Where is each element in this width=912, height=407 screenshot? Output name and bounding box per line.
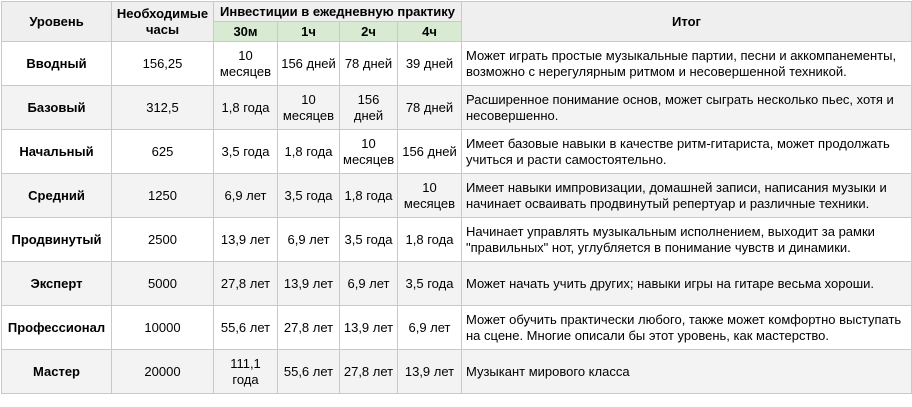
header-2h: 2ч bbox=[339, 21, 398, 42]
header-level: Уровень bbox=[1, 1, 112, 42]
hours-cell: 20000 bbox=[111, 349, 214, 394]
hours-cell: 5000 bbox=[111, 261, 214, 306]
result-cell: Может начать учить других; навыки игры н… bbox=[461, 261, 912, 306]
table-row: Базовый 312,5 1,8 года 10 месяцев 156 дн… bbox=[1, 85, 912, 130]
duration-1h-cell: 1,8 года bbox=[277, 129, 340, 174]
header-30m: 30м bbox=[213, 21, 278, 42]
duration-4h-cell: 13,9 лет bbox=[397, 349, 462, 394]
duration-4h-cell: 156 дней bbox=[397, 129, 462, 174]
duration-30m-cell: 13,9 лет bbox=[213, 217, 278, 262]
level-cell: Мастер bbox=[1, 349, 112, 394]
result-cell: Расширенное понимание основ, может сыгра… bbox=[461, 85, 912, 130]
level-cell: Продвинутый bbox=[1, 217, 112, 262]
duration-30m-cell: 1,8 года bbox=[213, 85, 278, 130]
duration-4h-cell: 1,8 года bbox=[397, 217, 462, 262]
duration-30m-cell: 55,6 лет bbox=[213, 305, 278, 350]
duration-30m-cell: 6,9 лет bbox=[213, 173, 278, 218]
table-row: Начальный 625 3,5 года 1,8 года 10 месяц… bbox=[1, 129, 912, 174]
duration-4h-cell: 39 дней bbox=[397, 41, 462, 86]
table-row: Эксперт 5000 27,8 лет 13,9 лет 6,9 лет 3… bbox=[1, 261, 912, 306]
duration-1h-cell: 10 месяцев bbox=[277, 85, 340, 130]
duration-4h-cell: 3,5 года bbox=[397, 261, 462, 306]
duration-2h-cell: 13,9 лет bbox=[339, 305, 398, 350]
result-cell: Начинает управлять музыкальным исполнени… bbox=[461, 217, 912, 262]
hours-cell: 1250 bbox=[111, 173, 214, 218]
duration-30m-cell: 10 месяцев bbox=[213, 41, 278, 86]
level-cell: Начальный bbox=[1, 129, 112, 174]
hours-cell: 156,25 bbox=[111, 41, 214, 86]
hours-cell: 312,5 bbox=[111, 85, 214, 130]
duration-1h-cell: 13,9 лет bbox=[277, 261, 340, 306]
duration-30m-cell: 111,1 года bbox=[213, 349, 278, 394]
duration-4h-cell: 6,9 лет bbox=[397, 305, 462, 350]
header-result: Итог bbox=[461, 1, 912, 42]
level-cell: Средний bbox=[1, 173, 112, 218]
result-cell: Имеет навыки импровизации, домашней запи… bbox=[461, 173, 912, 218]
result-cell: Может играть простые музыкальные партии,… bbox=[461, 41, 912, 86]
hours-cell: 10000 bbox=[111, 305, 214, 350]
duration-4h-cell: 10 месяцев bbox=[397, 173, 462, 218]
hours-cell: 2500 bbox=[111, 217, 214, 262]
result-cell: Имеет базовые навыки в качестве ритм-гит… bbox=[461, 129, 912, 174]
level-cell: Вводный bbox=[1, 41, 112, 86]
level-cell: Базовый bbox=[1, 85, 112, 130]
levels-table: Уровень Необходимые часы Инвестиции в еж… bbox=[1, 1, 912, 394]
table-row: Продвинутый 2500 13,9 лет 6,9 лет 3,5 го… bbox=[1, 217, 912, 262]
duration-2h-cell: 1,8 года bbox=[339, 173, 398, 218]
hours-cell: 625 bbox=[111, 129, 214, 174]
duration-4h-cell: 78 дней bbox=[397, 85, 462, 130]
duration-1h-cell: 156 дней bbox=[277, 41, 340, 86]
duration-1h-cell: 27,8 лет bbox=[277, 305, 340, 350]
level-cell: Профессионал bbox=[1, 305, 112, 350]
duration-2h-cell: 78 дней bbox=[339, 41, 398, 86]
result-cell: Может обучить практически любого, также … bbox=[461, 305, 912, 350]
duration-1h-cell: 6,9 лет bbox=[277, 217, 340, 262]
duration-1h-cell: 55,6 лет bbox=[277, 349, 340, 394]
duration-2h-cell: 10 месяцев bbox=[339, 129, 398, 174]
header-hours: Необходимые часы bbox=[111, 1, 214, 42]
duration-30m-cell: 27,8 лет bbox=[213, 261, 278, 306]
result-cell: Музыкант мирового класса bbox=[461, 349, 912, 394]
duration-2h-cell: 27,8 лет bbox=[339, 349, 398, 394]
table-row: Мастер 20000 111,1 года 55,6 лет 27,8 ле… bbox=[1, 349, 912, 394]
table-row: Средний 1250 6,9 лет 3,5 года 1,8 года 1… bbox=[1, 173, 912, 218]
duration-2h-cell: 156 дней bbox=[339, 85, 398, 130]
duration-2h-cell: 6,9 лет bbox=[339, 261, 398, 306]
duration-30m-cell: 3,5 года bbox=[213, 129, 278, 174]
duration-2h-cell: 3,5 года bbox=[339, 217, 398, 262]
header-4h: 4ч bbox=[397, 21, 462, 42]
header-investment: Инвестиции в ежедневную практику bbox=[213, 1, 462, 22]
header-1h: 1ч bbox=[277, 21, 340, 42]
duration-1h-cell: 3,5 года bbox=[277, 173, 340, 218]
table-row: Вводный 156,25 10 месяцев 156 дней 78 дн… bbox=[1, 41, 912, 86]
table-row: Профессионал 10000 55,6 лет 27,8 лет 13,… bbox=[1, 305, 912, 350]
level-cell: Эксперт bbox=[1, 261, 112, 306]
